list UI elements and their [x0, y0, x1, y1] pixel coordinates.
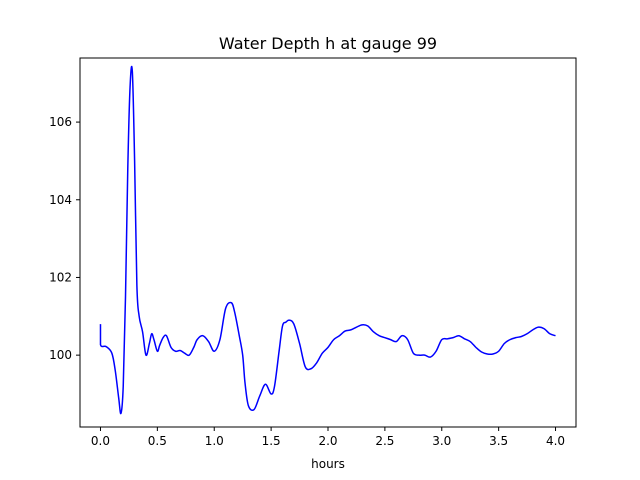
series-line-water-depth	[99, 65, 556, 415]
y-axis: 100 102 104 106	[49, 115, 80, 362]
chart-title: Water Depth h at gauge 99	[219, 34, 437, 53]
x-tick-label: 1.0	[205, 434, 224, 448]
x-axis-label: hours	[311, 457, 345, 471]
x-tick-label: 2.0	[318, 434, 337, 448]
x-tick-label: 4.0	[546, 434, 565, 448]
plot-area	[99, 65, 556, 415]
x-tick-label: 3.0	[432, 434, 451, 448]
x-axis: 0.0 0.5 1.0 1.5 2.0 2.5 3.0 3.5 4.0	[91, 427, 565, 448]
y-tick-label: 104	[49, 193, 72, 207]
x-tick-label: 0.5	[148, 434, 167, 448]
x-tick-label: 2.5	[375, 434, 394, 448]
y-tick-label: 100	[49, 348, 72, 362]
x-tick-label: 3.5	[489, 434, 508, 448]
x-tick-label: 1.5	[262, 434, 281, 448]
y-tick-label: 102	[49, 270, 72, 284]
y-tick-label: 106	[49, 115, 72, 129]
x-tick-label: 0.0	[91, 434, 110, 448]
